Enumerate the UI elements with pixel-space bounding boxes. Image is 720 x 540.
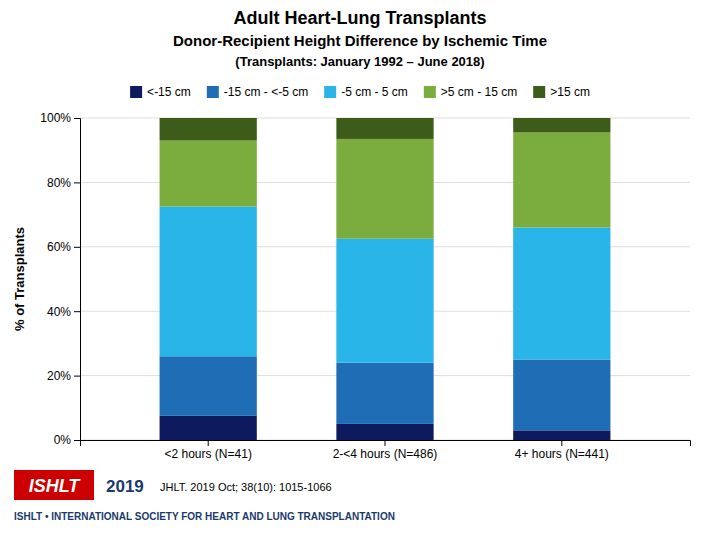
y-tick: 0% <box>54 433 80 447</box>
legend-label: >15 cm <box>550 85 590 99</box>
bars <box>160 118 611 440</box>
legend-item: -5 cm - 5 cm <box>324 85 408 99</box>
bar <box>160 118 257 141</box>
legend-label: <-15 cm <box>147 85 191 99</box>
y-tick: 60% <box>47 240 80 254</box>
chart: Adult Heart-Lung Transplants Donor-Recipi… <box>0 0 720 540</box>
x-tick-label: <2 hours (N=41) <box>164 447 251 461</box>
y-tick-label: 60% <box>47 240 71 254</box>
y-tick: 100% <box>40 111 80 125</box>
bar <box>513 118 610 132</box>
legend-label: -15 cm - <-5 cm <box>224 85 308 99</box>
y-tick-label: 100% <box>40 111 71 125</box>
annotation: 2019 <box>106 477 144 496</box>
legend-label: >5 cm - 15 cm <box>441 85 517 99</box>
legend-swatch <box>533 86 545 98</box>
annotation: ISHLT • INTERNATIONAL SOCIETY FOR HEART … <box>14 511 395 522</box>
bar <box>336 118 433 139</box>
x-axis: <2 hours (N=41) 2-<4 hours (N=486) 4+ hour… <box>81 440 691 461</box>
bar <box>336 363 433 424</box>
y-tick-label: 0% <box>54 433 72 447</box>
bar <box>513 132 610 227</box>
series <box>160 132 611 238</box>
x-tick-mark <box>208 440 209 446</box>
bar <box>513 227 610 359</box>
y-tick-mark <box>74 311 80 312</box>
legend-item: -15 cm - <-5 cm <box>207 85 308 99</box>
bar <box>336 424 433 440</box>
legend-item: >5 cm - 15 cm <box>424 85 517 99</box>
annotation: JHLT. 2019 Oct; 38(10): 1015-1066 <box>160 481 332 493</box>
grid <box>80 118 690 440</box>
annotations: ISHLT ISHLT • INTERNATIONAL SOCIETY FOR H… <box>14 470 395 522</box>
y-tick-label: 20% <box>47 369 71 383</box>
bar <box>336 239 433 363</box>
title: Adult Heart-Lung Transplants <box>233 8 486 28</box>
y-tick-mark <box>74 376 80 377</box>
legend-swatch <box>424 86 436 98</box>
legend-label: -5 cm - 5 cm <box>341 85 408 99</box>
bar <box>160 416 257 440</box>
series <box>160 356 611 430</box>
legend-item: >15 cm <box>533 85 590 99</box>
logo-box <box>14 470 94 500</box>
y-tick-mark <box>74 247 80 248</box>
bar <box>160 356 257 416</box>
annotation: ISHLT <box>29 476 82 496</box>
y-axis-title: % of Transplants <box>12 227 27 331</box>
bar <box>513 430 610 440</box>
x-tick: 4+ hours (N=441) <box>515 440 609 461</box>
y-tick-mark <box>74 440 80 441</box>
y-tick: 40% <box>47 305 80 319</box>
bar <box>513 360 610 431</box>
x-tick-label: 2-<4 hours (N=486) <box>333 447 438 461</box>
legend-swatch <box>207 86 219 98</box>
x-tick: <2 hours (N=41) <box>164 440 251 461</box>
y-tick-label: 40% <box>47 305 71 319</box>
y-tick-mark <box>74 118 80 119</box>
y-tick-label: 80% <box>47 176 71 190</box>
bar <box>336 139 433 239</box>
x-tick-mark <box>385 440 386 446</box>
y-tick: 20% <box>47 369 80 383</box>
legend: <-15 cm -15 cm - <-5 cm -5 cm - 5 cm >5 cm … <box>130 85 590 99</box>
legend-swatch <box>130 86 142 98</box>
y-axis-line <box>74 119 81 441</box>
bar <box>160 207 257 357</box>
legend-item: <-15 cm <box>130 85 191 99</box>
y-tick: 80% <box>47 176 80 190</box>
x-axis-line <box>81 441 691 447</box>
x-tick-label: 4+ hours (N=441) <box>515 447 609 461</box>
plot: 0% 20% 40% 60% 80% 100% <2 hours (N=41) 2-<4 ho… <box>40 111 690 460</box>
legend-swatch <box>324 86 336 98</box>
x-tick-mark <box>561 440 562 446</box>
y-axis: 0% 20% 40% 60% 80% 100% <box>40 111 80 447</box>
bar <box>160 141 257 207</box>
x-tick: 2-<4 hours (N=486) <box>333 440 438 461</box>
y-tick-mark <box>74 182 80 183</box>
subtitle: Donor-Recipient Height Difference by Isc… <box>173 32 547 49</box>
subtitle: (Transplants: January 1992 – June 2018) <box>235 54 484 69</box>
series <box>160 118 611 141</box>
